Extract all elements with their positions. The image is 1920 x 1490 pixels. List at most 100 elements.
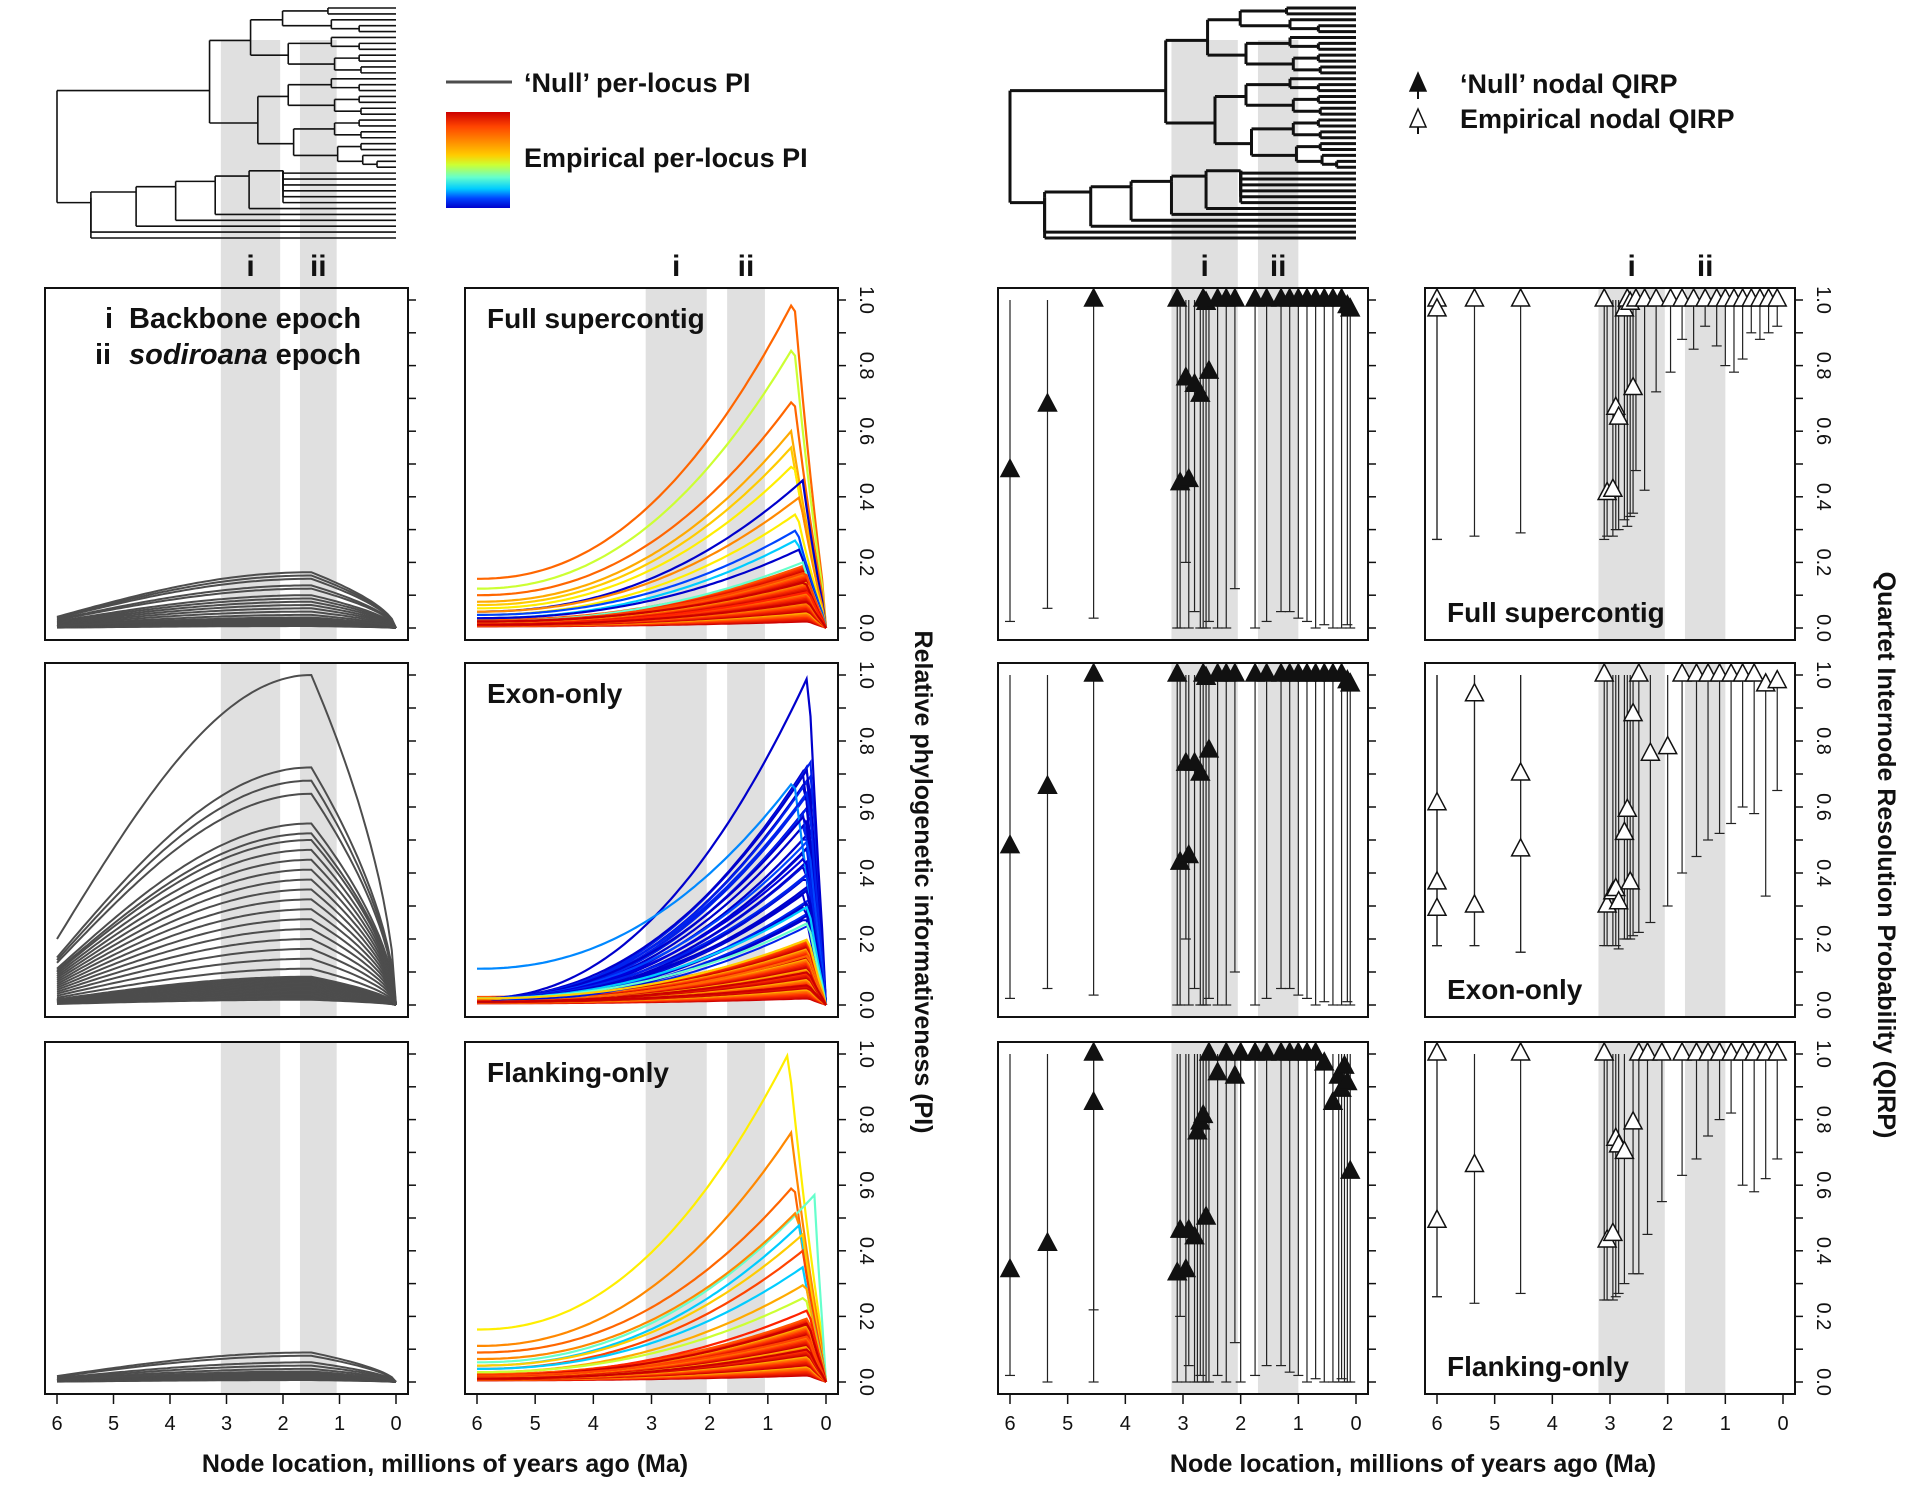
- null-pi-series-line: [56, 604, 397, 629]
- null-qirp-point: [1175, 1257, 1197, 1278]
- null-qirp-panel-3: 6 5 4 3 2 1 0: [997, 1041, 1376, 1435]
- phylogeny-tree: [1008, 6, 1356, 240]
- empirical-pi-series-line: [477, 984, 827, 1006]
- empirical-qirp-point: [1619, 870, 1641, 890]
- empirical-qirp-point: [1766, 668, 1788, 689]
- null-pi-series-line: [56, 779, 397, 1006]
- y-tick-label: 0.6: [1812, 417, 1834, 445]
- empirical-pi-series-line: [477, 1348, 827, 1383]
- epoch-band-ii: [1257, 1043, 1299, 1393]
- empirical-qirp-point: [1622, 375, 1644, 396]
- empirical-qirp-point: [1510, 1041, 1531, 1061]
- empirical-pi-panel-3: Flanking-only 0.0 0.2 0.4 0.6 0.8 1.0 6 5 4 3 2 1 0: [464, 1040, 877, 1435]
- null-qirp-point: [1224, 1064, 1246, 1084]
- null-pi-series-line: [56, 967, 397, 1006]
- epoch-band-ii: [299, 1043, 337, 1393]
- empirical-pi-series-line: [477, 1192, 828, 1383]
- y-tick-label: 0.2: [1812, 548, 1834, 576]
- empirical-qirp-point: [1464, 1152, 1485, 1173]
- null-qirp-point: [1178, 843, 1200, 864]
- empirical-qirp-point: [1628, 662, 1650, 682]
- epoch-column-labels: i ii: [672, 250, 754, 283]
- empirical-pi-series-line: [477, 1232, 828, 1383]
- epoch-legend-sodiroana: sodiroana epoch: [129, 339, 361, 371]
- empirical-qirp-panel-1: Full supercontig 0.0 0.2 0.4 0.6 0.8 1.0: [1424, 286, 1834, 642]
- epoch-column-labels: i ii: [1627, 250, 1713, 283]
- null-pi-series-line: [56, 918, 397, 1006]
- null-pi-series-line: [56, 1351, 397, 1383]
- null-qirp-point: [1037, 1231, 1058, 1251]
- null-qirp-point: [1339, 1159, 1361, 1179]
- empirical-pi-series-line: [477, 548, 828, 629]
- x-tick-label: 5: [1489, 1413, 1500, 1435]
- null-qirp-point: [1178, 467, 1200, 488]
- y-tick-label: 0.2: [1812, 925, 1834, 953]
- epoch-label-ii: ii: [738, 250, 755, 283]
- null-pi-series-line: [56, 947, 397, 1006]
- epoch-label-ii: ii: [1270, 250, 1287, 283]
- x-tick-label: 3: [646, 1413, 657, 1435]
- empirical-pi-series-line: [477, 1052, 828, 1383]
- null-pi-series-line: [56, 600, 397, 629]
- y-tick-label: 0.6: [855, 1171, 877, 1199]
- epoch-band-i: [220, 664, 281, 1016]
- null-pi-series-line: [56, 613, 397, 629]
- qirp-x-axis-label: Node location, millions of years ago (Ma…: [1170, 1450, 1656, 1478]
- empirical-qirp-point: [1602, 477, 1624, 497]
- null-qirp-point: [1322, 1090, 1344, 1110]
- y-tick-label: 1.0: [855, 1040, 877, 1068]
- null-pi-series-line: [56, 848, 397, 1006]
- null-qirp-point: [999, 1257, 1021, 1278]
- empirical-pi-series-line: [477, 495, 828, 629]
- x-tick-label: 1: [334, 1413, 345, 1435]
- null-qirp-point: [1305, 1041, 1326, 1061]
- null-pi-series-line: [56, 975, 397, 1006]
- epoch-band-ii: [1257, 664, 1299, 1016]
- empirical-qirp-point: [1608, 890, 1629, 910]
- empirical-qirp-point: [1464, 893, 1485, 913]
- y-tick-label: 0.4: [855, 1237, 877, 1265]
- empirical-pi-series-line: [477, 938, 828, 1006]
- null-qirp-point: [1256, 662, 1277, 682]
- null-pi-series-line: [56, 1361, 397, 1383]
- null-pi-series-line: [56, 597, 397, 629]
- empirical-qirp-point: [1426, 896, 1448, 917]
- y-tick-label: 0.4: [1812, 859, 1834, 887]
- empirical-qirp-point: [1593, 662, 1615, 682]
- x-tick-label: 2: [277, 1413, 288, 1435]
- empirical-pi-series-line: [477, 1265, 828, 1383]
- y-tick-label: 0.8: [855, 1106, 877, 1134]
- empirical-pi-series-line: [477, 600, 827, 629]
- y-tick-label: 0.0: [1812, 1368, 1834, 1396]
- empirical-qirp-point: [1743, 662, 1765, 682]
- empirical-qirp-point: [1614, 820, 1635, 841]
- x-tick-label: 0: [1777, 1413, 1788, 1435]
- null-qirp-point: [1198, 738, 1220, 758]
- null-pi-panel-2: [44, 662, 416, 1018]
- empirical-qirp-legend-label: Empirical nodal QIRP: [1460, 104, 1735, 134]
- null-qirp-point: [1187, 1120, 1208, 1140]
- null-pi-series-line: [56, 574, 397, 629]
- pi-x-axis-label: Node location, millions of years ago (Ma…: [202, 1450, 688, 1478]
- empirical-qirp-point: [1622, 701, 1644, 722]
- y-tick-label: 0.4: [1812, 1237, 1834, 1265]
- null-qirp-point: [1083, 1090, 1104, 1110]
- empirical-qirp-point: [1426, 791, 1448, 811]
- y-tick-label: 0.8: [855, 352, 877, 380]
- epoch-legend: i Backbone epoch ii sodiroana epoch: [95, 303, 361, 371]
- epoch-band-extension-i: [220, 40, 281, 288]
- y-tick-label: 0.2: [855, 548, 877, 576]
- empirical-qirp-point: [1651, 1041, 1673, 1061]
- null-pi-series-line: [56, 594, 397, 629]
- x-tick-label: 3: [221, 1413, 232, 1435]
- null-pi-series-line: [56, 822, 397, 1006]
- empirical-qirp-point: [1608, 405, 1629, 425]
- empirical-pi-panel-2: Exon-only 0.0 0.2 0.4 0.6 0.8 1.0: [464, 661, 877, 1019]
- null-pi-series-line: [56, 858, 397, 1006]
- x-tick-label: 0: [390, 1413, 401, 1435]
- epoch-band-extension-i: [1171, 40, 1238, 288]
- empirical-pi-panel-1: Full supercontig 0.0 0.2 0.4 0.6 0.8 1.0: [464, 286, 877, 642]
- null-qirp-point: [1166, 287, 1188, 307]
- x-tick-label: 4: [1120, 1413, 1131, 1435]
